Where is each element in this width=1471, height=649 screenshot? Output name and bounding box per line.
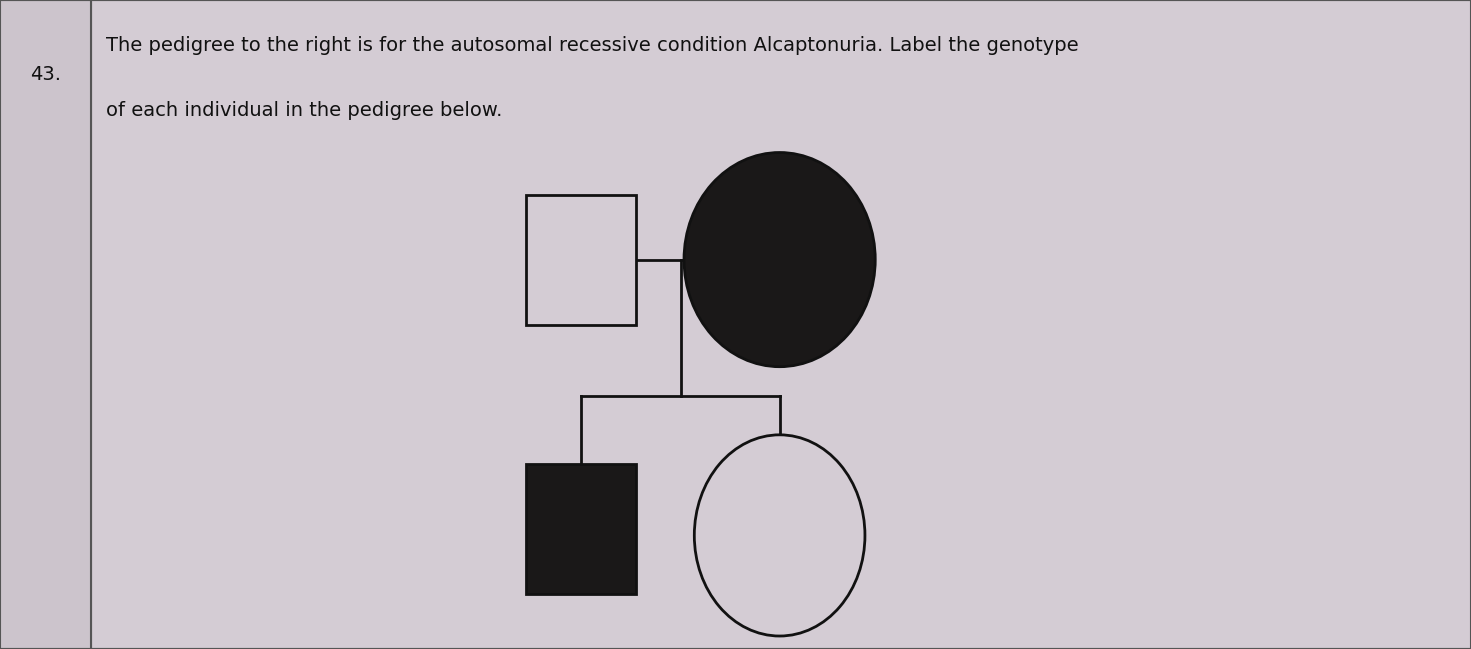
Ellipse shape xyxy=(684,153,875,367)
Bar xyxy=(527,464,637,594)
Bar xyxy=(527,195,637,324)
Text: of each individual in the pedigree below.: of each individual in the pedigree below… xyxy=(106,101,502,119)
Bar xyxy=(0,0,91,649)
Text: The pedigree to the right is for the autosomal recessive condition Alcaptonuria.: The pedigree to the right is for the aut… xyxy=(106,36,1078,55)
Ellipse shape xyxy=(694,435,865,636)
Text: 43.: 43. xyxy=(29,65,62,84)
